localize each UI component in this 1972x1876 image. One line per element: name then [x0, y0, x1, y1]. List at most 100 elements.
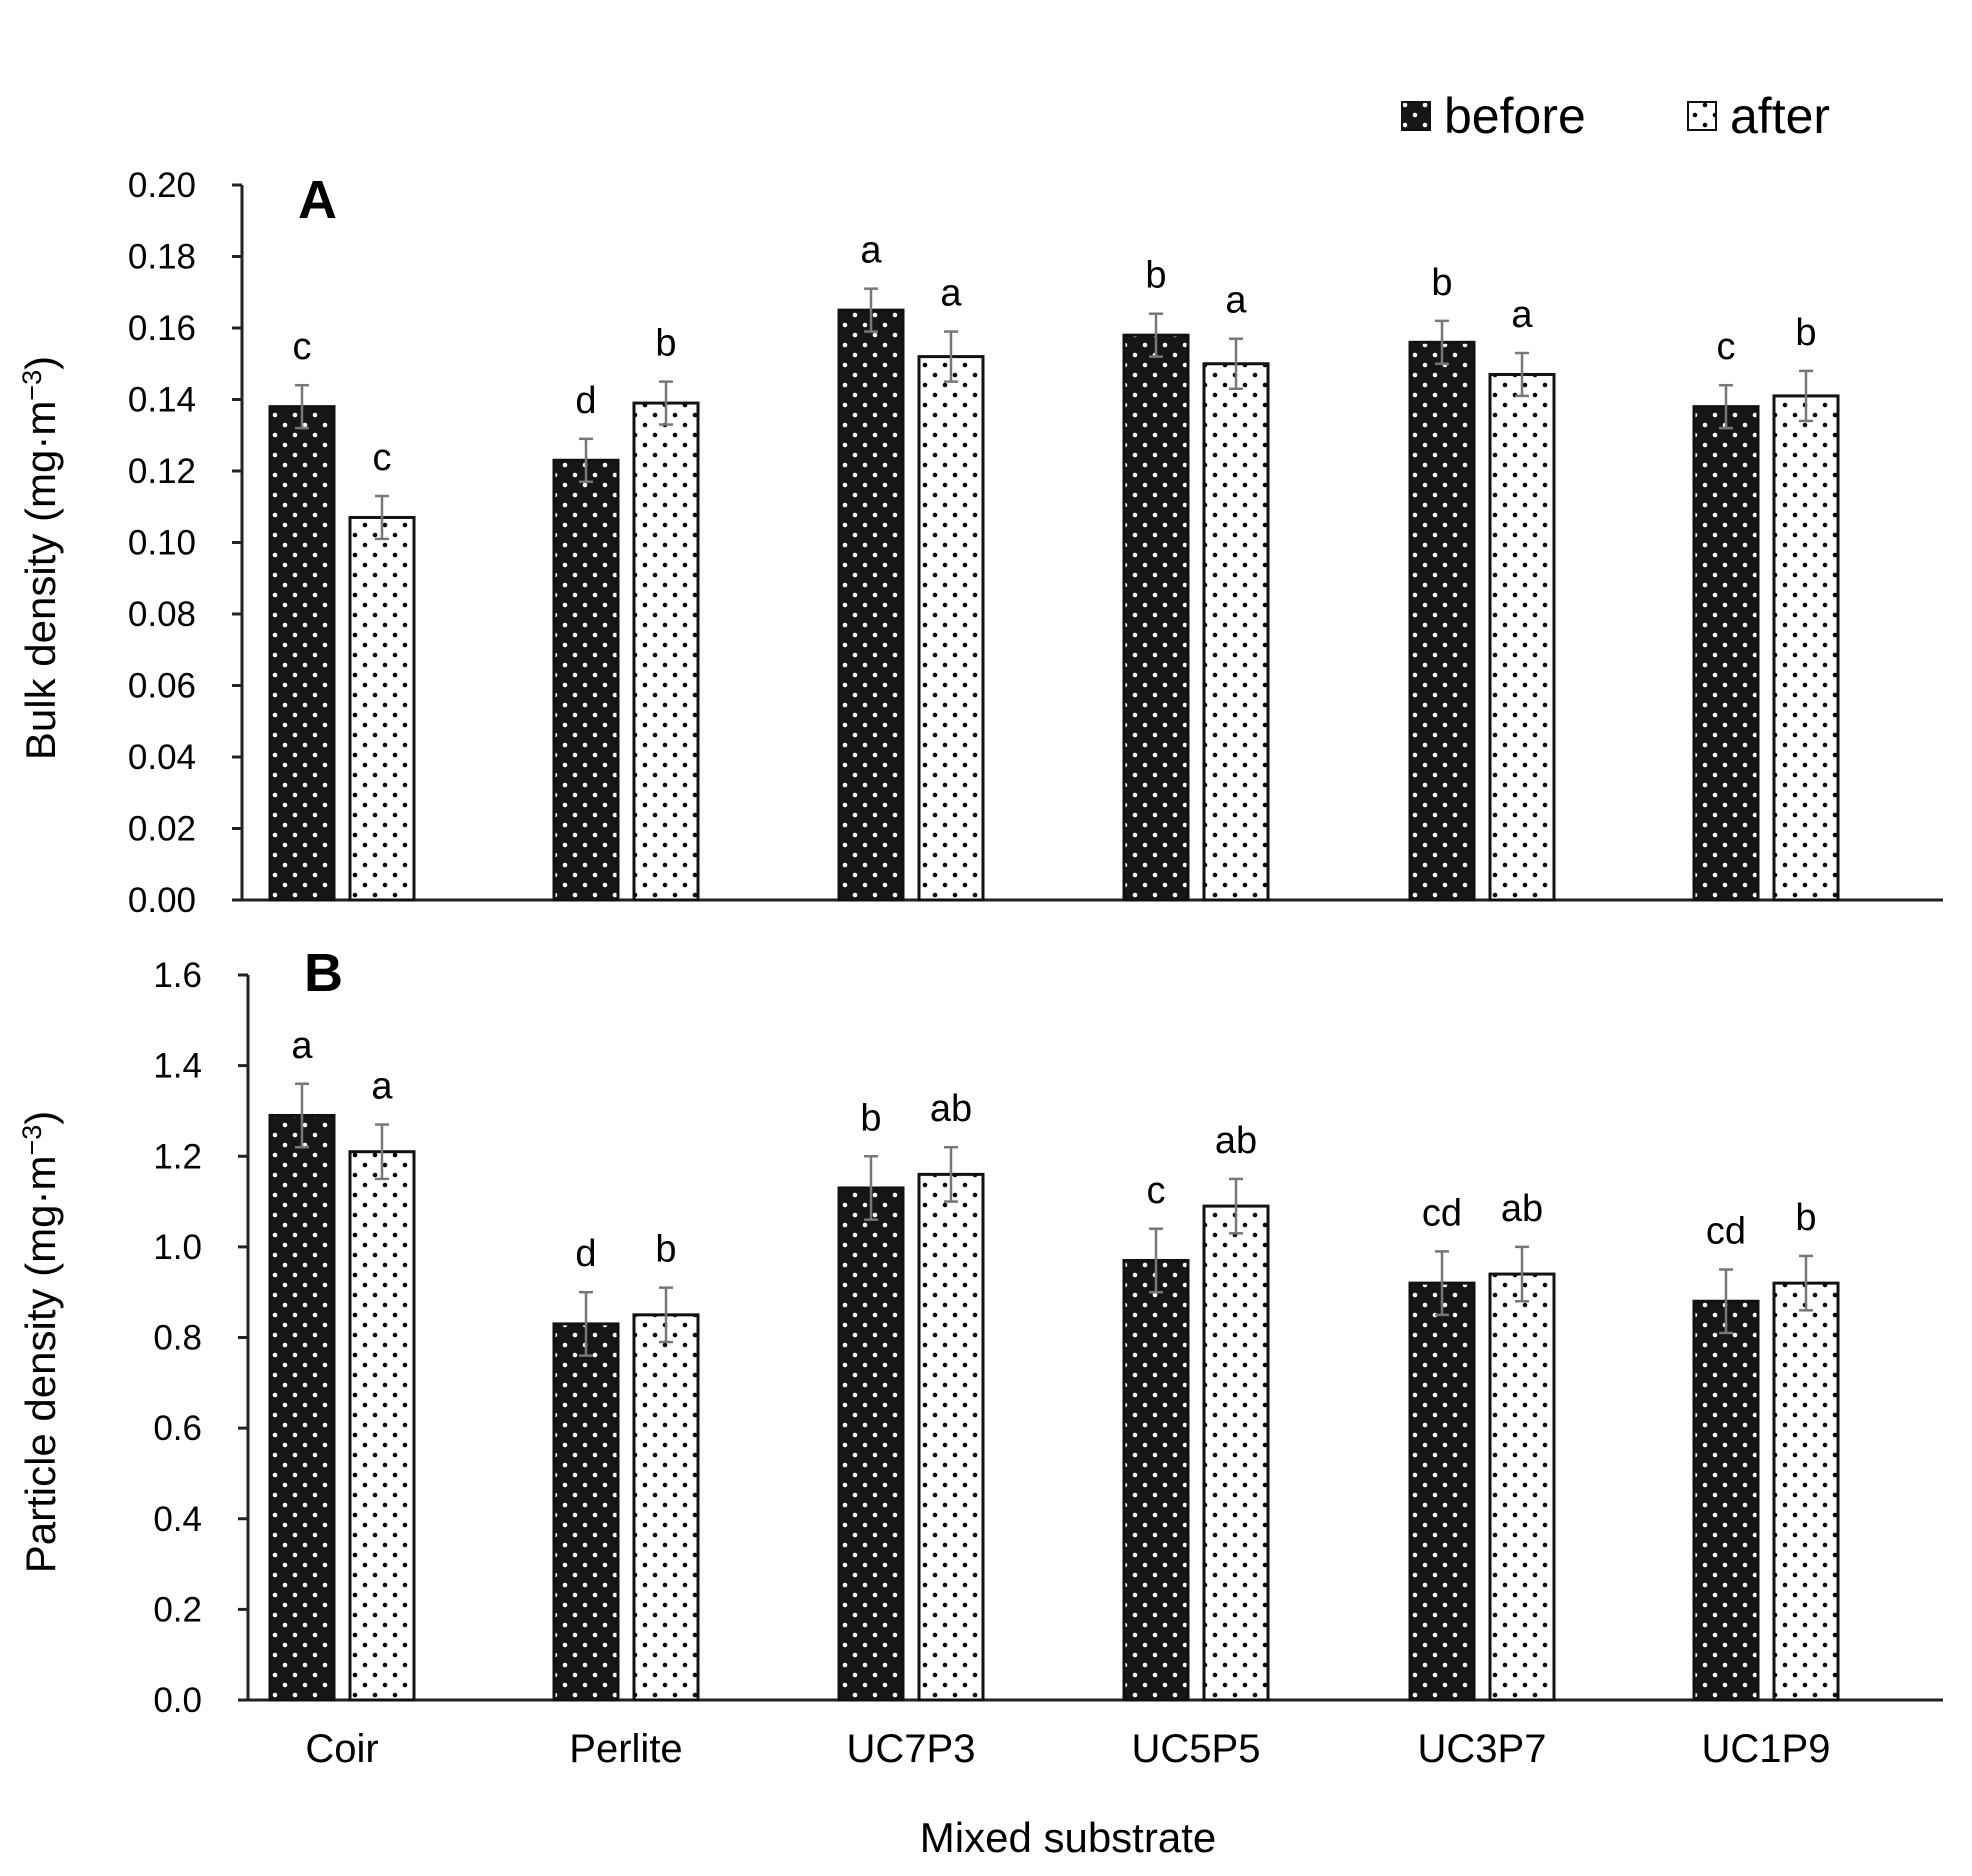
- panela-bar-after-coir: [348, 515, 416, 902]
- panela-y-tick-label: 0.08: [128, 595, 196, 634]
- panela-significance-letter: b: [1795, 312, 1816, 354]
- x-category-label: UC1P9: [1702, 1727, 1831, 1771]
- panel-a: A Bulk density (mg·m−3) 0.00 0.02 0.04 0.06…: [17, 166, 1943, 920]
- panelb-error-bar: [1435, 1250, 1449, 1317]
- panela-significance-letter: d: [575, 380, 596, 422]
- panelb-bar-after-coir: [348, 1150, 416, 1702]
- panelb-error-bar: [864, 1155, 878, 1221]
- x-category-label: Perlite: [569, 1727, 682, 1771]
- panela-bar-before-uc3p7: [1408, 340, 1476, 902]
- panelb-y-tick-label: 0.2: [153, 1590, 202, 1629]
- panelb-significance-letter: b: [1795, 1197, 1816, 1239]
- panela-bar-before-uc5p5: [1122, 333, 1190, 902]
- panela-y-tick-label: 0.12: [128, 452, 196, 491]
- panela-y-tick-label: 0.16: [128, 309, 196, 348]
- legend-swatch-before: [1401, 101, 1431, 131]
- panelb-y-tick-label: 1.6: [153, 956, 202, 995]
- panela-error-bar: [1719, 383, 1733, 430]
- panelb-significance-letter: a: [291, 1025, 313, 1067]
- panelb-bar-after-perlite: [632, 1313, 700, 1702]
- panela-error-bar: [1149, 312, 1163, 358]
- panela-y-tick-label: 0.10: [128, 524, 196, 563]
- panela-y-tick-label: 0.20: [128, 166, 196, 205]
- panelb-error-bar: [295, 1082, 309, 1149]
- legend-swatch-after: [1687, 101, 1717, 131]
- panelb-error-bar: [1229, 1177, 1243, 1235]
- panelb-significance-letter: ab: [1501, 1188, 1543, 1230]
- panelb-significance-letter: cd: [1422, 1192, 1462, 1234]
- panela-error-bar: [1435, 319, 1449, 365]
- panelb-bar-before-uc7p3: [837, 1186, 905, 1702]
- panelb-bar-before-coir: [268, 1113, 336, 1702]
- panela-bar-after-uc5p5: [1202, 362, 1270, 902]
- panela-significance-letter: b: [655, 323, 676, 365]
- panela-error-bar: [944, 330, 958, 383]
- panelb-significance-letter: b: [860, 1097, 881, 1139]
- panelb-bar-before-uc3p7: [1408, 1281, 1476, 1702]
- panela-y-tick-label: 0.02: [128, 810, 196, 849]
- panelb-y-tick-label: 0.4: [153, 1500, 202, 1539]
- panela-significance-letter: a: [940, 273, 962, 315]
- panela-bar-after-uc7p3: [917, 355, 985, 902]
- panelb-error-bar: [944, 1145, 958, 1203]
- panelb-significance-letter: a: [371, 1066, 393, 1108]
- panela-error-bar: [579, 437, 593, 483]
- panelb-bar-after-uc1p9: [1772, 1281, 1840, 1702]
- panela-bar-before-perlite: [552, 458, 620, 902]
- panelb-significance-letter: c: [1147, 1170, 1166, 1212]
- panela-error-bar: [375, 494, 389, 541]
- panelb-bar-after-uc5p5: [1202, 1204, 1270, 1702]
- panela-significance-letter: c: [373, 437, 392, 479]
- panelb-error-bar: [1799, 1254, 1813, 1312]
- panela-bar-before-uc1p9: [1692, 405, 1760, 902]
- panela-significance-letter: a: [1511, 294, 1533, 336]
- panela-bar-after-perlite: [632, 401, 700, 902]
- panela-significance-letter: c: [1717, 326, 1736, 368]
- panela-bar-after-uc1p9: [1772, 394, 1840, 902]
- panelb-error-bar: [579, 1290, 593, 1357]
- panela-error-bar: [1229, 337, 1243, 391]
- panela-significance-letter: b: [1145, 255, 1166, 297]
- panel-letter-a: A: [298, 170, 337, 230]
- panelb-y-tick-label: 0.6: [153, 1409, 202, 1448]
- panela-significance-letter: b: [1431, 262, 1452, 304]
- panelb-error-bar: [375, 1123, 389, 1181]
- panela-y-tick-label: 0.00: [128, 881, 196, 920]
- x-category-label: UC5P5: [1132, 1727, 1261, 1771]
- panela-significance-letter: a: [1225, 280, 1247, 322]
- panelb-y-tick-label: 1.4: [153, 1047, 202, 1086]
- panela-error-bar: [864, 287, 878, 333]
- y-axis-title-a: Bulk density (mg·m−3): [17, 356, 64, 760]
- panel-letter-b: B: [304, 943, 343, 1003]
- legend-label-after: after: [1730, 88, 1830, 144]
- x-axis-title: Mixed substrate: [920, 1814, 1216, 1861]
- panelb-error-bar: [1719, 1268, 1733, 1335]
- panela-bar-before-uc7p3: [837, 308, 905, 902]
- panelb-significance-letter: b: [655, 1229, 676, 1271]
- panelb-bar-before-perlite: [552, 1322, 620, 1702]
- legend-label-before: before: [1444, 88, 1586, 144]
- panelb-significance-letter: d: [575, 1233, 596, 1275]
- panel-b: B Particle density (mg·m−3) 0.0 0.2 0.4 0.6…: [17, 943, 1943, 1720]
- panelb-y-tick-label: 1.0: [153, 1228, 202, 1267]
- panelb-significance-letter: ab: [1215, 1120, 1257, 1162]
- panela-y-tick-label: 0.06: [128, 667, 196, 706]
- panela-error-bar: [295, 383, 309, 430]
- x-category-label: UC7P3: [847, 1727, 976, 1771]
- panela-significance-letter: c: [293, 326, 312, 368]
- panelb-error-bar: [659, 1286, 673, 1344]
- panelb-significance-letter: cd: [1706, 1211, 1746, 1253]
- panela-y-tick-label: 0.14: [128, 381, 196, 420]
- panela-bar-before-coir: [268, 405, 336, 902]
- y-axis-title-b: Particle density (mg·m−3): [17, 1111, 64, 1574]
- panela-error-bar: [1515, 351, 1529, 398]
- panelb-bar-after-uc3p7: [1488, 1272, 1556, 1702]
- panelb-y-tick-label: 0.0: [153, 1681, 202, 1720]
- panela-y-tick-label: 0.04: [128, 738, 196, 777]
- panela-bar-after-uc3p7: [1488, 372, 1556, 902]
- x-category-label: UC3P7: [1418, 1727, 1547, 1771]
- panelb-y-tick-label: 1.2: [153, 1137, 202, 1176]
- panelb-error-bar: [1515, 1245, 1529, 1303]
- panela-significance-letter: a: [860, 230, 882, 272]
